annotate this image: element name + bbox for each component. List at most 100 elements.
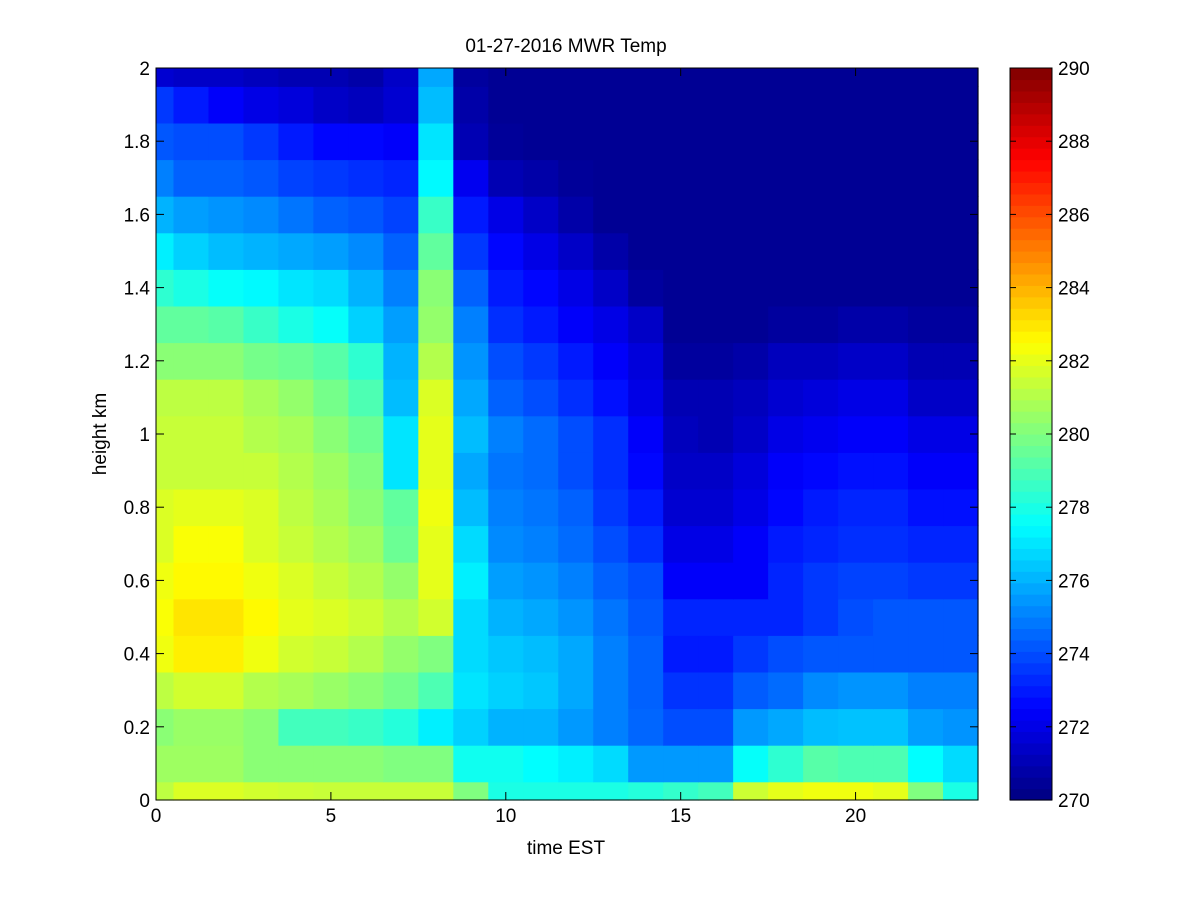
heatmap-cell [348, 745, 384, 783]
colorbar-segment [1010, 319, 1052, 332]
heatmap-cell [523, 635, 559, 673]
heatmap-cell [488, 232, 524, 270]
heatmap-cell [558, 598, 594, 636]
colorbar-segment [1010, 399, 1052, 412]
heatmap-cell [873, 525, 909, 563]
heatmap-cell [908, 159, 944, 197]
colorbar-segment [1010, 182, 1052, 195]
colorbar-segment [1010, 536, 1052, 549]
heatmap-cell [908, 708, 944, 746]
heatmap-cell [383, 379, 419, 417]
heatmap-cell [628, 379, 664, 417]
heatmap-cell [523, 159, 559, 197]
colorbar-segment [1010, 285, 1052, 298]
heatmap-cell [348, 305, 384, 344]
heatmap-cell [558, 159, 594, 197]
heatmap-cell [453, 708, 489, 746]
heatmap-cell [156, 86, 175, 124]
heatmap-cell [488, 781, 524, 801]
heatmap-cell [208, 122, 245, 161]
heatmap-cell [453, 379, 489, 417]
heatmap-cell [383, 269, 419, 307]
heatmap-cell [243, 122, 280, 161]
heatmap-cell [628, 159, 664, 197]
heatmap-cell [558, 708, 594, 746]
heatmap-cell [593, 86, 629, 124]
colorbar-segment [1010, 273, 1052, 286]
heatmap-cell [873, 232, 909, 270]
heatmap-cell [908, 196, 944, 234]
heatmap-cell [663, 379, 699, 417]
y-tick-label: 0.6 [124, 571, 150, 592]
y-tick-label: 1.6 [124, 205, 150, 226]
colorbar-segment [1010, 628, 1052, 641]
heatmap-cell [348, 671, 384, 710]
heatmap-cell [488, 86, 524, 124]
heatmap-cell [418, 232, 454, 270]
heatmap-cell [488, 525, 524, 563]
heatmap-cell [348, 122, 384, 161]
colorbar-segment [1010, 170, 1052, 183]
heatmap-cell [663, 635, 699, 673]
heatmap-cell [663, 562, 699, 600]
heatmap-cell [838, 745, 874, 783]
heatmap-cell [733, 196, 769, 234]
heatmap-cell [593, 635, 629, 673]
y-tick-label: 1.2 [124, 352, 150, 373]
colorbar-segment [1010, 719, 1052, 732]
heatmap-cell [313, 68, 349, 87]
heatmap-cell [383, 196, 419, 234]
heatmap-cell [156, 305, 175, 344]
colorbar-segment [1010, 559, 1052, 572]
heatmap-cell [943, 745, 979, 783]
heatmap-cell [313, 598, 349, 636]
heatmap-cell [243, 305, 280, 344]
heatmap-cell [593, 159, 629, 197]
heatmap-cell [348, 269, 384, 307]
heatmap-cell [488, 305, 524, 344]
heatmap-cell [173, 598, 210, 636]
heatmap-cell [873, 68, 909, 87]
heatmap-cell [453, 232, 489, 270]
heatmap-cell [558, 232, 594, 270]
colorbar-segment [1010, 68, 1052, 81]
heatmap-cell [156, 525, 175, 563]
heatmap-cell [523, 415, 559, 453]
colorbar-segment [1010, 262, 1052, 275]
heatmap-cell [838, 452, 874, 490]
colorbar-segment [1010, 788, 1052, 801]
heatmap-cell [698, 452, 734, 490]
heatmap-cell [873, 781, 909, 801]
heatmap-cell [593, 232, 629, 270]
heatmap-cell [628, 781, 664, 801]
colorbar-segment [1010, 525, 1052, 538]
heatmap-cell [173, 452, 210, 490]
heatmap-cell [348, 232, 384, 270]
heatmap-cell [873, 269, 909, 307]
heatmap-cell [628, 86, 664, 124]
heatmap-cell [628, 122, 664, 161]
colorbar-segment [1010, 662, 1052, 675]
heatmap-cell [593, 562, 629, 600]
heatmap-cell [698, 122, 734, 161]
heatmap-cell [243, 488, 280, 527]
heatmap-cell [803, 598, 839, 636]
heatmap-cell [803, 86, 839, 124]
heatmap-cell [208, 635, 245, 673]
heatmap-cell [278, 379, 315, 417]
heatmap-cell [156, 122, 175, 161]
heatmap-cell [838, 305, 874, 344]
heatmap-cell [348, 196, 384, 234]
heatmap-cell [418, 488, 454, 527]
heatmap-cell [803, 269, 839, 307]
colorbar: 270 272 274 276 278 280 282 284 286 288 290 [1009, 59, 1090, 812]
heatmap-cell [208, 68, 245, 87]
colorbar-tick-label: 274 [1058, 645, 1090, 666]
heatmap-cell [593, 781, 629, 801]
heatmap-cell [313, 232, 349, 270]
heatmap-cell [313, 196, 349, 234]
heatmap-cell [523, 745, 559, 783]
heatmap-cell [733, 86, 769, 124]
heatmap-cell [558, 671, 594, 710]
heatmap-cell [593, 342, 629, 380]
